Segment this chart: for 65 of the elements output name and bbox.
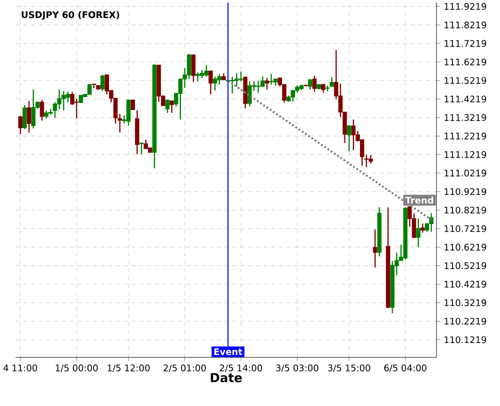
x-tick-label: 2/5 14:00 xyxy=(220,364,262,372)
candlestick xyxy=(126,99,131,126)
x-tick-label: 1/5 00:00 xyxy=(56,364,98,372)
candlestick xyxy=(22,104,27,130)
x-tick-label: 3/5 15:00 xyxy=(328,364,370,372)
y-tick-label: 111.1219 xyxy=(444,151,486,158)
x-tick-label: 1/5 12:00 xyxy=(108,364,150,372)
y-tick-label: 110.8219 xyxy=(444,206,486,214)
candlestick xyxy=(429,212,434,232)
candlestick xyxy=(40,99,44,122)
y-tick-label: 111.2219 xyxy=(444,132,486,140)
y-tick-label: 110.5219 xyxy=(444,262,486,270)
candlestick xyxy=(364,154,369,168)
candlestick xyxy=(256,80,260,94)
candlestick xyxy=(208,70,213,95)
x-tick-label: 2/5 01:00 xyxy=(164,364,206,372)
candlestick xyxy=(269,73,274,86)
candlestick xyxy=(100,74,105,92)
candlestick xyxy=(196,72,200,82)
candlestick xyxy=(212,76,218,92)
text: USDJPY 60 (FOREX) xyxy=(22,11,120,20)
y-tick-label: 111.4219 xyxy=(444,96,486,102)
y-tick-label: 111.5219 xyxy=(444,77,486,84)
candlestick xyxy=(144,139,148,150)
x-tick-label: 4 11:00 xyxy=(3,364,38,372)
candlestick xyxy=(191,54,196,83)
candlestick xyxy=(61,90,66,112)
candlestick xyxy=(170,100,174,114)
y-tick-label: 110.1219 xyxy=(444,336,486,344)
candlestick xyxy=(165,99,170,114)
y-tick-label: 110.2219 xyxy=(444,318,486,325)
y-tick-label: 111.8219 xyxy=(444,22,486,28)
candlestick xyxy=(264,78,270,90)
y-tick-label: 111.3219 xyxy=(444,114,486,121)
y-tick-label: 110.4219 xyxy=(444,280,486,288)
y-tick-label: 111.7219 xyxy=(444,40,486,47)
series-label: Trend xyxy=(405,196,434,204)
y-tick-label: 111.6219 xyxy=(444,58,486,66)
y-tick-label: 111.9219 xyxy=(444,3,486,10)
y-tick-label: 110.3219 xyxy=(444,299,486,306)
y-tick-label: 111.0219 xyxy=(444,170,486,177)
x-tick-label: 6/5 04:00 xyxy=(384,364,426,372)
candlestick xyxy=(18,115,22,135)
candlestick xyxy=(308,78,312,90)
candlestick xyxy=(420,223,425,234)
candlestick xyxy=(87,83,92,95)
x-axis-title: Date xyxy=(210,373,242,382)
candlestick xyxy=(26,100,32,134)
candlestick xyxy=(312,75,317,92)
y-tick-label: 110.7219 xyxy=(444,225,486,232)
annotation: Event xyxy=(214,348,242,356)
candlestick xyxy=(130,99,135,110)
candlestick xyxy=(139,142,144,155)
candlestick xyxy=(238,71,244,82)
candlestick xyxy=(372,228,378,268)
candlestick xyxy=(346,124,352,152)
candlestick xyxy=(66,91,70,103)
candlestick xyxy=(74,98,79,120)
y-tick-label: 110.9219 xyxy=(444,188,486,196)
candlestick xyxy=(330,76,334,88)
candlestick xyxy=(351,119,356,151)
candlestick xyxy=(204,64,208,78)
candlestick xyxy=(416,218,420,248)
y-tick-label: 110.6219 xyxy=(444,244,486,251)
x-tick-label: 3/5 03:00 xyxy=(276,364,318,372)
